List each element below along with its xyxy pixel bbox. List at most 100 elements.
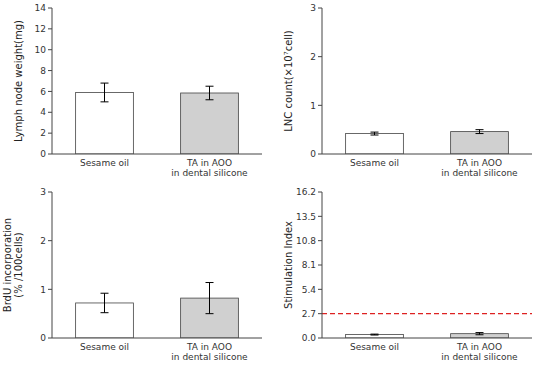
x-axis-line bbox=[322, 338, 532, 339]
error-bar bbox=[101, 83, 109, 102]
error-cap bbox=[476, 129, 484, 130]
tick-mark bbox=[48, 338, 52, 339]
axis-label: BrdU incorporation(% /100cells) bbox=[2, 218, 24, 312]
tick-mark bbox=[318, 338, 322, 339]
category-label: Sesame oil bbox=[80, 158, 129, 168]
y-axis-line bbox=[52, 192, 53, 338]
bar bbox=[346, 335, 404, 338]
tick-label: 13.5 bbox=[296, 212, 316, 222]
category-label: TA in AOOin dental silicone bbox=[171, 158, 248, 178]
x-axis-line bbox=[322, 154, 532, 155]
error-cap bbox=[371, 132, 379, 133]
bar bbox=[451, 334, 509, 338]
axis-label-line: LNC count(×10⁷cell) bbox=[283, 30, 294, 132]
category-label-line: Sesame oil bbox=[80, 342, 129, 352]
category-label: Sesame oil bbox=[350, 342, 399, 352]
error-cap bbox=[206, 313, 214, 314]
tick-label: 0 bbox=[40, 333, 46, 343]
error-cap bbox=[206, 282, 214, 283]
tick-mark bbox=[48, 70, 52, 71]
category-label: TA in AOOin dental silicone bbox=[441, 342, 518, 362]
error-cap bbox=[206, 99, 214, 100]
error-cap bbox=[101, 101, 109, 102]
tick-mark bbox=[318, 265, 322, 266]
error-cap bbox=[476, 332, 484, 333]
tick-label: 16.2 bbox=[296, 187, 316, 197]
category-label-line: Sesame oil bbox=[350, 342, 399, 352]
tick-mark bbox=[48, 192, 52, 193]
tick-label: 2 bbox=[40, 236, 46, 246]
error-stem bbox=[209, 283, 210, 314]
tick-label: 5.4 bbox=[302, 285, 317, 295]
error-stem bbox=[104, 293, 105, 312]
tick-mark bbox=[318, 8, 322, 9]
tick-label: 2.7 bbox=[302, 309, 316, 319]
tick-mark bbox=[318, 313, 322, 314]
error-bar bbox=[206, 283, 214, 314]
tick-label: 12 bbox=[35, 24, 46, 34]
tick-mark bbox=[318, 154, 322, 155]
tick-mark bbox=[48, 289, 52, 290]
category-label: Sesame oil bbox=[350, 158, 399, 168]
tick-mark bbox=[318, 216, 322, 217]
error-cap bbox=[371, 335, 379, 336]
tick-label: 8.1 bbox=[302, 260, 316, 270]
figure: 02468101214Lymph node weight(mg)Sesame o… bbox=[0, 0, 540, 368]
category-label-line: in dental silicone bbox=[171, 352, 248, 362]
axis-label: LNC count(×10⁷cell) bbox=[283, 30, 294, 132]
error-cap bbox=[371, 334, 379, 335]
y-axis-line bbox=[322, 8, 323, 154]
bar bbox=[76, 92, 134, 154]
panel: 0 1 2 3 BrdU incorporation(% /100cells) Sesam… bbox=[2, 187, 262, 362]
category-label: Sesame oil bbox=[80, 342, 129, 352]
tick-mark bbox=[48, 28, 52, 29]
bar bbox=[181, 93, 239, 154]
tick-label: 3 bbox=[40, 187, 46, 197]
error-stem bbox=[209, 86, 210, 100]
tick-mark bbox=[318, 289, 322, 290]
tick-mark bbox=[48, 112, 52, 113]
category-label-line: Sesame oil bbox=[350, 158, 399, 168]
error-cap bbox=[476, 133, 484, 134]
tick-label: 0 bbox=[310, 149, 316, 159]
tick-mark bbox=[318, 240, 322, 241]
error-stem bbox=[479, 130, 480, 134]
axis-label: Stimulation Index bbox=[283, 221, 294, 309]
tick-mark bbox=[48, 91, 52, 92]
y-axis-line bbox=[52, 8, 53, 154]
category-label-line: TA in AOO bbox=[186, 342, 232, 352]
tick-mark bbox=[318, 192, 322, 193]
tick-mark bbox=[48, 8, 52, 9]
panel: 0123LNC count(×10⁷cell)Sesame oilTA in A… bbox=[283, 3, 532, 178]
tick-label: 1 bbox=[40, 285, 46, 295]
tick-label: 2 bbox=[40, 128, 46, 138]
error-cap bbox=[101, 83, 109, 84]
tick-label: 10 bbox=[35, 45, 47, 55]
tick-label: 10.8 bbox=[296, 236, 316, 246]
category-label-line: in dental silicone bbox=[171, 168, 248, 178]
tick-mark bbox=[318, 56, 322, 57]
error-cap bbox=[371, 135, 379, 136]
plot-area bbox=[76, 283, 239, 338]
axis-label-line: Stimulation Index bbox=[283, 221, 294, 309]
tick-label: 3 bbox=[310, 3, 316, 13]
category-label-line: TA in AOO bbox=[186, 158, 232, 168]
tick-mark bbox=[318, 105, 322, 106]
panel: 0.0 2.7 5.4 8.1 10.8 13.5 16.2 Stimulation Inde… bbox=[283, 187, 532, 362]
error-cap bbox=[101, 293, 109, 294]
category-label-line: TA in AOO bbox=[456, 342, 502, 352]
category-label-line: in dental silicone bbox=[441, 352, 518, 362]
bar bbox=[346, 134, 404, 154]
error-cap bbox=[206, 86, 214, 87]
error-bar bbox=[206, 86, 214, 100]
tick-mark bbox=[48, 154, 52, 155]
error-bar bbox=[476, 130, 484, 134]
plot-area bbox=[76, 83, 239, 154]
tick-label: 1 bbox=[310, 101, 316, 111]
error-bar bbox=[476, 333, 484, 335]
panel: 02468101214Lymph node weight(mg)Sesame o… bbox=[13, 3, 262, 178]
error-bar bbox=[371, 334, 379, 336]
tick-label: 8 bbox=[40, 66, 46, 76]
tick-label: 0.0 bbox=[302, 333, 317, 343]
plot-area bbox=[322, 314, 532, 338]
